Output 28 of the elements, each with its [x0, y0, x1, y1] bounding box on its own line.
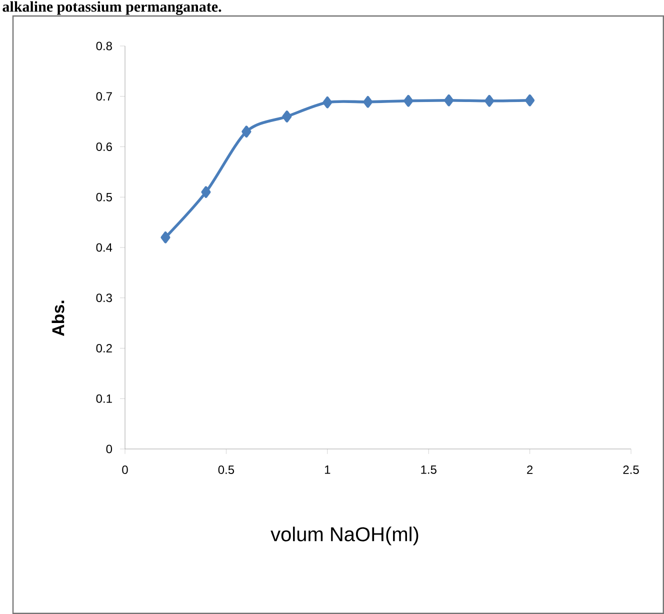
y-tick-label: 0.5 — [96, 192, 112, 202]
x-tick-label: 2.5 — [623, 466, 639, 474]
y-tick-label: 0.7 — [96, 92, 112, 101]
point — [201, 186, 211, 198]
x-axis-title: volum NaOH(ml) — [270, 526, 418, 546]
point — [242, 126, 252, 138]
y-tick-label: 0.3 — [96, 294, 112, 302]
x-tick-label: 0 — [122, 466, 128, 474]
point — [444, 94, 454, 106]
x-tick-label: 1 — [324, 466, 330, 474]
y-tick-label: 0 — [106, 444, 112, 454]
point — [404, 95, 414, 107]
y-tick-label: 0.1 — [96, 394, 112, 403]
x-tick-label: 0.5 — [218, 466, 234, 474]
point — [160, 232, 170, 244]
chart-title: alkaline potassium permanganate. — [2, 1, 222, 15]
y-tick-label: 0.2 — [96, 344, 112, 352]
x-tick-label: 1.5 — [421, 466, 436, 474]
point — [525, 94, 535, 106]
point — [484, 95, 494, 107]
point — [363, 96, 373, 108]
point — [282, 110, 292, 122]
y-tick-label: 0.4 — [96, 243, 112, 252]
y-tick-label: 0.8 — [96, 42, 112, 50]
x-tick-label: 2 — [527, 466, 533, 474]
y-tick-label: 0.6 — [96, 142, 112, 151]
y-axis-title: Abs. — [52, 300, 64, 336]
point — [322, 96, 332, 108]
